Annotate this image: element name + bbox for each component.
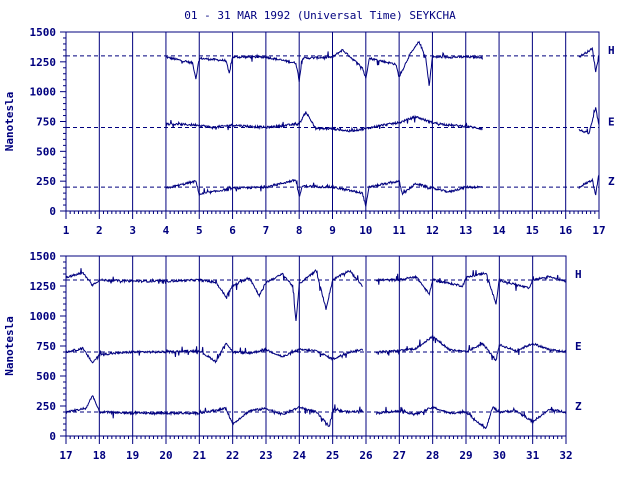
y-axis-label: Nanotesla: [3, 92, 16, 152]
x-tick-label: 24: [293, 449, 307, 462]
component-label-z: Z: [608, 175, 615, 188]
x-tick-label: 29: [459, 449, 472, 462]
x-tick-label: 13: [459, 224, 472, 237]
x-tick-label: 6: [229, 224, 236, 237]
y-tick-label: 1250: [30, 280, 57, 293]
component-label-h: H: [608, 44, 615, 57]
x-tick-label: 27: [393, 449, 406, 462]
x-tick-label: 26: [359, 449, 373, 462]
chart-panel-top: 1 2 3 4 5 6 7 8 9 10 11 12 13 14 15 16 17025050075010001…: [3, 26, 615, 237]
chart-title: 01 - 31 MAR 1992 (Universal Time) SEYKCH…: [184, 9, 456, 22]
component-label-e: E: [575, 340, 582, 353]
x-tick-label: 20: [159, 449, 172, 462]
x-tick-label: 19: [126, 449, 139, 462]
series-line-e: [165, 111, 483, 133]
series-line-h: [65, 268, 363, 322]
x-tick-label: 32: [559, 449, 572, 462]
series-line-z: [65, 395, 364, 427]
y-tick-label: 250: [36, 400, 56, 413]
x-tick-label: 21: [193, 449, 207, 462]
x-tick-label: 8: [296, 224, 303, 237]
x-tick-label: 16: [559, 224, 573, 237]
x-tick-label: 14: [492, 224, 506, 237]
series-line-h: [375, 270, 567, 305]
series-line-e: [578, 107, 600, 135]
y-tick-label: 1500: [30, 26, 57, 39]
x-tick-label: 12: [426, 224, 439, 237]
x-tick-label: 23: [259, 449, 272, 462]
series-line-z: [578, 174, 600, 196]
series-line-e: [65, 342, 364, 364]
x-tick-label: 30: [493, 449, 506, 462]
x-tick-label: 31: [526, 449, 540, 462]
x-tick-label: 1: [63, 224, 70, 237]
x-tick-label: 5: [196, 224, 203, 237]
series-line-h: [578, 47, 600, 73]
x-tick-label: 9: [329, 224, 336, 237]
y-tick-label: 1000: [30, 310, 57, 323]
series-line-h: [165, 40, 483, 86]
x-tick-label: 28: [426, 449, 439, 462]
x-tick-label: 2: [96, 224, 103, 237]
x-tick-label: 18: [93, 449, 106, 462]
x-tick-label: 10: [359, 224, 372, 237]
x-tick-label: 7: [263, 224, 270, 237]
x-tick-label: 17: [592, 224, 605, 237]
x-tick-label: 15: [526, 224, 539, 237]
component-label-h: H: [575, 268, 582, 281]
series-line-e: [375, 335, 567, 362]
x-tick-label: 17: [59, 449, 72, 462]
y-tick-label: 0: [49, 205, 56, 218]
x-tick-label: 3: [129, 224, 136, 237]
x-tick-label: 25: [326, 449, 339, 462]
x-tick-label: 22: [226, 449, 239, 462]
y-tick-label: 250: [36, 175, 56, 188]
component-label-e: E: [608, 115, 615, 128]
y-tick-label: 1250: [30, 56, 57, 69]
y-axis-label: Nanotesla: [3, 316, 16, 376]
x-tick-label: 4: [163, 224, 170, 237]
chart-panel-bottom: 17 18 19 20 21 22 23 24 25 26 27 28 29 30 31 32 0 250 500 7…: [3, 250, 582, 462]
component-label-z: Z: [575, 400, 582, 413]
series-line-z: [165, 179, 483, 207]
y-tick-label: 1500: [30, 250, 57, 263]
series-line-z: [375, 404, 567, 430]
x-tick-label: 11: [393, 224, 407, 237]
y-tick-label: 500: [36, 145, 56, 158]
y-tick-label: 1000: [30, 86, 57, 99]
y-tick-label: 750: [36, 116, 56, 129]
y-tick-label: 750: [36, 340, 56, 353]
plot-frame: [65, 255, 567, 437]
y-tick-label: 0: [49, 430, 56, 443]
y-tick-label: 500: [36, 370, 56, 383]
